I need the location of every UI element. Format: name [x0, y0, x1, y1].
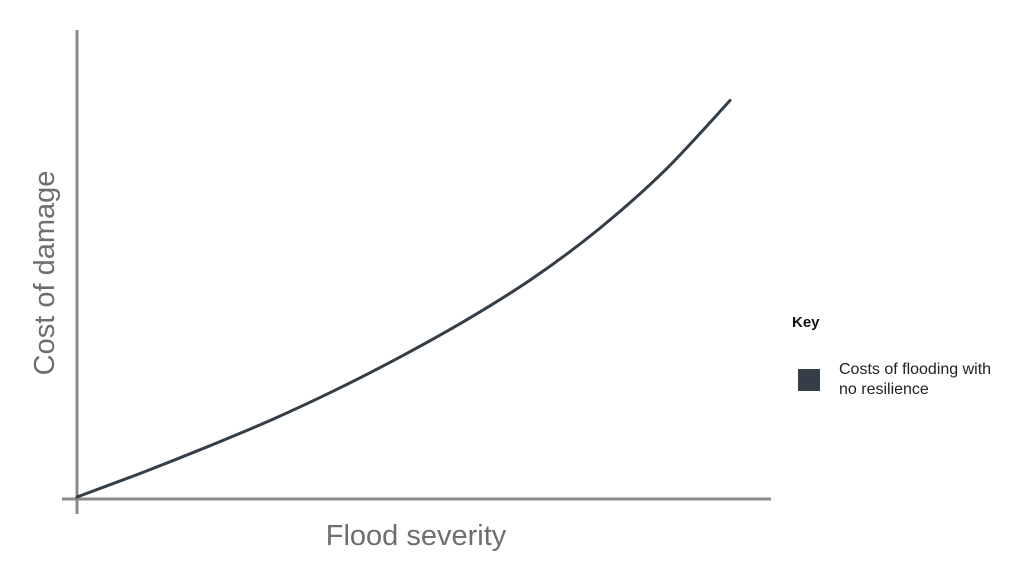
legend-item: Costs of flooding with no resilience: [798, 360, 1009, 400]
series-line-costs-no-resilience: [75, 99, 732, 499]
y-axis-label: Cost of damage: [29, 171, 61, 376]
legend-label: Costs of flooding with no resilience: [839, 361, 992, 398]
x-axis-label: Flood severity: [326, 520, 507, 552]
legend-title: Key: [792, 314, 820, 331]
legend-swatch: [798, 369, 820, 391]
